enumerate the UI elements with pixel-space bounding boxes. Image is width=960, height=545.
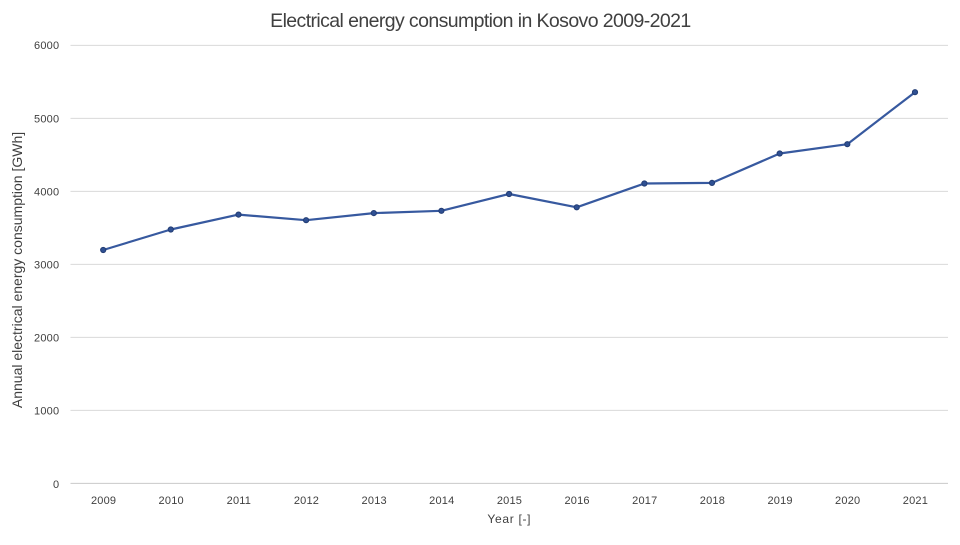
svg-text:2019: 2019 — [767, 495, 792, 507]
svg-text:Annual electrical energy consu: Annual electrical energy consumption [GW… — [9, 132, 25, 408]
svg-text:4000: 4000 — [34, 186, 59, 198]
svg-text:2015: 2015 — [497, 495, 522, 507]
svg-text:1000: 1000 — [34, 406, 59, 418]
svg-text:2014: 2014 — [429, 495, 454, 507]
svg-text:2021: 2021 — [903, 495, 928, 507]
svg-text:0: 0 — [53, 479, 59, 491]
svg-text:2017: 2017 — [632, 495, 657, 507]
svg-text:6000: 6000 — [34, 40, 59, 52]
svg-text:Year [-]: Year [-] — [487, 512, 531, 526]
svg-text:2016: 2016 — [564, 495, 589, 507]
svg-text:2013: 2013 — [362, 495, 387, 507]
svg-text:2000: 2000 — [34, 333, 59, 345]
svg-text:2020: 2020 — [835, 495, 860, 507]
svg-text:5000: 5000 — [34, 113, 59, 125]
svg-text:2011: 2011 — [227, 495, 251, 507]
svg-text:3000: 3000 — [34, 260, 59, 272]
svg-text:Electrical energy consumption: Electrical energy consumption in Kosovo … — [270, 10, 690, 32]
svg-text:2010: 2010 — [159, 495, 184, 507]
svg-text:2018: 2018 — [700, 495, 725, 507]
svg-text:2012: 2012 — [294, 495, 319, 507]
svg-text:2009: 2009 — [91, 495, 116, 507]
